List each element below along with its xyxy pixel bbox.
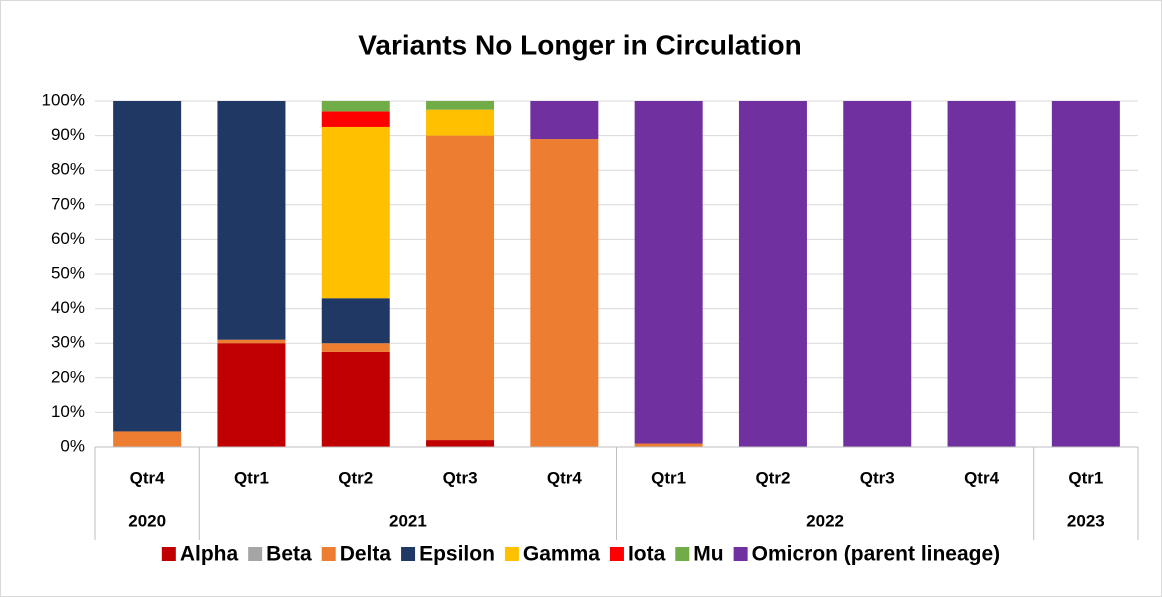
bar-segment <box>634 101 703 444</box>
bar-segment <box>321 126 390 299</box>
y-tick-label: 80% <box>51 160 85 179</box>
bar-segment <box>321 298 390 344</box>
y-tick-label: 90% <box>51 125 85 144</box>
legend-label: Delta <box>340 543 392 566</box>
bar-segment <box>217 101 286 340</box>
legend-label: Omicron (parent lineage) <box>752 543 1001 566</box>
bar-segment <box>947 101 1016 447</box>
y-tick-label: 70% <box>51 194 85 213</box>
chart-title: Variants No Longer in Circulation <box>358 29 801 60</box>
bar-segment <box>113 431 182 447</box>
bar-segment <box>321 101 390 112</box>
group-label: 2020 <box>128 511 166 530</box>
bar-segment <box>426 135 495 441</box>
legend-swatch <box>675 547 690 561</box>
legend-swatch <box>321 547 336 561</box>
bar-segment <box>321 111 390 127</box>
legend-swatch <box>609 547 624 561</box>
x-tick-label: Qtr4 <box>130 468 166 487</box>
group-label: 2022 <box>806 511 844 530</box>
y-tick-label: 10% <box>51 402 85 421</box>
bar-segment <box>426 101 495 110</box>
x-tick-label: Qtr3 <box>443 468 478 487</box>
bar-segment <box>217 339 286 344</box>
y-tick-label: 40% <box>51 298 85 317</box>
x-tick-label: Qtr1 <box>651 468 686 487</box>
x-tick-label: Qtr2 <box>755 468 790 487</box>
bar-segment <box>321 343 390 352</box>
bar-segment <box>321 351 390 447</box>
legend-label: Beta <box>266 543 312 566</box>
legend-swatch <box>401 547 416 561</box>
y-tick-label: 0% <box>60 436 85 455</box>
legend-swatch <box>733 547 748 561</box>
bar-segment <box>426 109 495 136</box>
bar-segment <box>113 101 182 432</box>
y-tick-label: 50% <box>51 263 85 282</box>
legend-swatch <box>161 547 176 561</box>
x-tick-label: Qtr1 <box>1068 468 1103 487</box>
bar-segment <box>530 139 599 447</box>
legend-swatch <box>504 547 519 561</box>
y-tick-label: 60% <box>51 229 85 248</box>
y-tick-label: 30% <box>51 333 85 352</box>
x-tick-label: Qtr3 <box>860 468 895 487</box>
x-tick-label: Qtr1 <box>234 468 269 487</box>
x-tick-label: Qtr4 <box>964 468 1000 487</box>
y-tick-label: 20% <box>51 367 85 386</box>
bar-segment <box>217 343 286 447</box>
x-tick-label: Qtr2 <box>338 468 373 487</box>
bar-segment <box>530 101 599 140</box>
group-label: 2023 <box>1067 511 1105 530</box>
legend-label: Iota <box>628 543 666 566</box>
legend-label: Mu <box>693 543 723 566</box>
legend-label: Epsilon <box>419 543 495 566</box>
legend-label: Gamma <box>523 543 600 566</box>
bar-segment <box>843 101 912 447</box>
bar-segment <box>1051 101 1120 447</box>
x-tick-label: Qtr4 <box>547 468 583 487</box>
bar-segment <box>738 101 807 447</box>
legend-label: Alpha <box>180 543 239 566</box>
legend-swatch <box>248 547 263 561</box>
bar-segment <box>634 443 703 447</box>
group-label: 2021 <box>389 511 427 530</box>
y-tick-label: 100% <box>42 90 85 109</box>
bar-segment <box>426 440 495 447</box>
